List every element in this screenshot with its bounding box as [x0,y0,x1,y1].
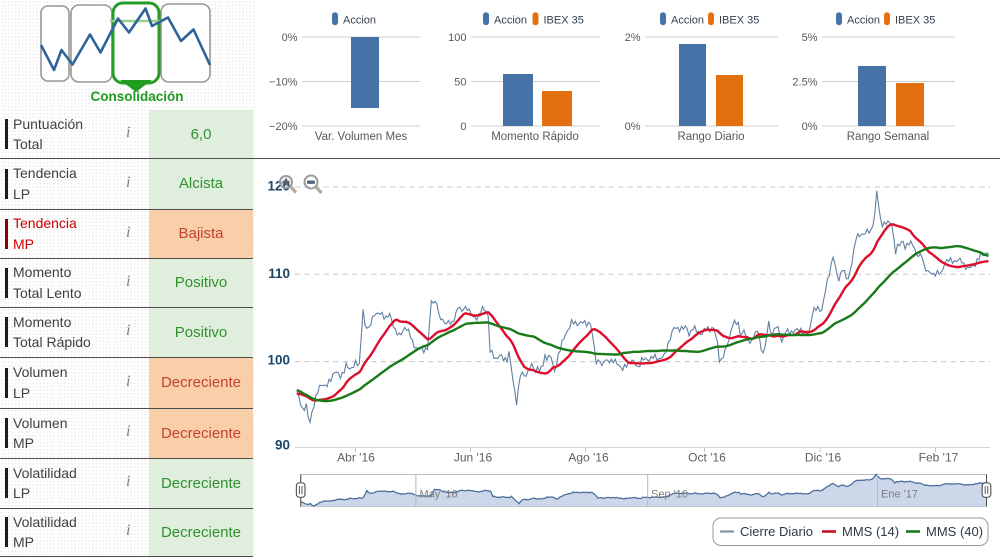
svg-text:Dic '16: Dic '16 [805,451,842,465]
svg-text:May '16: May '16 [420,489,458,501]
svg-text:Oct '16: Oct '16 [688,451,726,465]
svg-text:100: 100 [267,353,290,368]
svg-text:MMS (14): MMS (14) [842,524,899,539]
svg-text:Accion: Accion [671,15,704,27]
svg-text:100: 100 [448,32,466,44]
svg-text:IBEX 35: IBEX 35 [544,15,584,27]
svg-text:Rango Diario: Rango Diario [677,131,744,143]
svg-text:Var. Volumen Mes: Var. Volumen Mes [315,131,408,143]
svg-text:Cierre Diario: Cierre Diario [740,524,813,539]
svg-text:Feb '17: Feb '17 [919,451,959,465]
svg-text:Accion: Accion [343,15,376,27]
svg-text:−20%: −20% [269,121,298,133]
svg-text:50: 50 [454,77,466,89]
svg-text:90: 90 [275,438,290,453]
svg-text:IBEX 35: IBEX 35 [895,15,935,27]
svg-text:5%: 5% [802,32,818,44]
svg-text:Momento Rápido: Momento Rápido [491,131,579,143]
svg-text:Accion: Accion [494,15,527,27]
svg-text:MMS (40): MMS (40) [926,524,983,539]
svg-text:Sep '16: Sep '16 [651,489,688,501]
svg-text:Rango Semanal: Rango Semanal [847,131,929,143]
svg-text:Ago '16: Ago '16 [568,451,609,465]
svg-text:0%: 0% [625,121,641,133]
svg-text:Jun '16: Jun '16 [454,451,493,465]
svg-text:2%: 2% [625,32,641,44]
svg-text:Accion: Accion [847,15,880,27]
svg-text:Consolidación: Consolidación [90,89,183,104]
svg-text:0%: 0% [802,121,818,133]
svg-text:IBEX 35: IBEX 35 [719,15,759,27]
svg-text:Ene '17: Ene '17 [881,489,918,501]
svg-text:110: 110 [268,266,290,281]
svg-text:0%: 0% [282,32,298,44]
svg-text:0: 0 [460,121,466,133]
svg-text:−10%: −10% [269,77,298,89]
svg-text:Abr '16: Abr '16 [337,451,375,465]
svg-text:2.5%: 2.5% [792,77,817,89]
